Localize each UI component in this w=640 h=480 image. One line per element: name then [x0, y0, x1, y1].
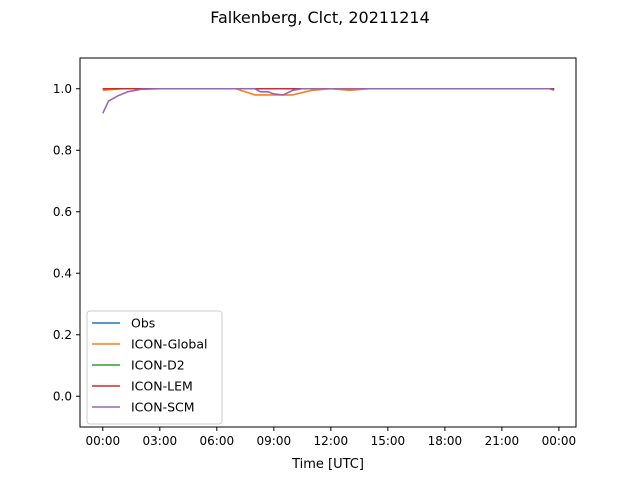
plot-area-frame: [79, 57, 577, 428]
series-line-4: [102, 87, 555, 114]
series-lines: [102, 87, 555, 114]
x-axis-label: Time [UTC]: [291, 457, 364, 472]
x-tick-label-4: 12:00: [314, 434, 349, 448]
legend-label-3: ICON-LEM: [131, 379, 193, 394]
y-tick-label-3: 0.6: [53, 205, 72, 219]
legend-label-0: Obs: [131, 316, 155, 331]
y-tick-label-5: 1.0: [53, 82, 72, 96]
legend: Obs ICON-Global ICON-D2 ICON-LEM ICON-SCM: [86, 310, 223, 425]
series-line-1: [102, 87, 555, 96]
y-tick-label-0: 0.0: [53, 389, 72, 403]
x-tick-label-8: 00:00: [542, 434, 577, 448]
x-tick-label-5: 15:00: [371, 434, 406, 448]
x-tick-label-6: 18:00: [428, 434, 463, 448]
x-tick-label-3: 09:00: [257, 434, 292, 448]
legend-label-2: ICON-D2: [131, 358, 185, 373]
y-tick-label-4: 0.8: [53, 143, 72, 157]
legend-label-1: ICON-Global: [131, 337, 207, 352]
y-tick-label-2: 0.4: [53, 266, 72, 280]
legend-label-4: ICON-SCM: [131, 400, 195, 415]
legend-box: [86, 310, 223, 425]
x-tick-label-2: 06:00: [200, 434, 235, 448]
x-tick-label-7: 21:00: [485, 434, 520, 448]
x-tick-label-1: 03:00: [143, 434, 178, 448]
x-axis: 00:00 03:00 06:00 09:00 12:00 15:00 18:00 21:00…: [86, 427, 577, 448]
x-tick-label-0: 00:00: [86, 434, 121, 448]
chart-title: Falkenberg, Clct, 20211214: [210, 8, 430, 27]
y-axis: 0.0 0.2 0.4 0.6 0.8 1.0: [53, 82, 80, 403]
y-tick-label-1: 0.2: [53, 328, 72, 342]
